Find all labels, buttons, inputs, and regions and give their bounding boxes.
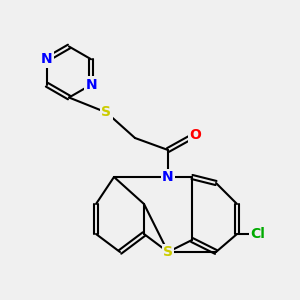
Text: S: S [101, 106, 112, 119]
Text: Cl: Cl [250, 227, 266, 241]
Text: S: S [163, 245, 173, 259]
Text: N: N [41, 52, 53, 66]
Text: N: N [85, 78, 97, 92]
Text: O: O [189, 128, 201, 142]
Text: N: N [162, 170, 174, 184]
